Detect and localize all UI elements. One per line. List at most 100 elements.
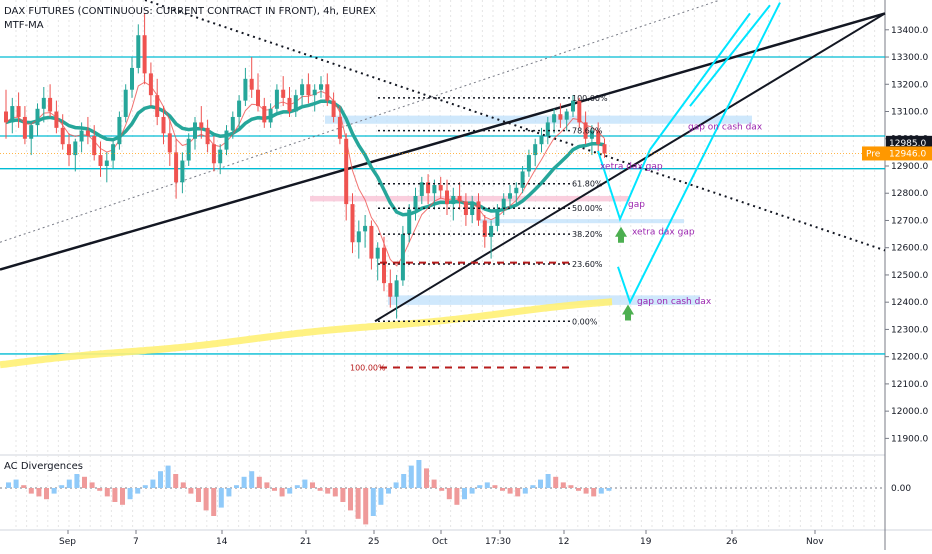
y-tick-label: 12200.0 <box>891 353 928 363</box>
fib-level-label: 78.60% <box>572 127 603 136</box>
oscillator-bar <box>431 479 437 488</box>
candle-body <box>382 247 386 284</box>
oscillator-bar <box>424 468 429 488</box>
oscillator-bar <box>82 476 87 488</box>
oscillator-bar <box>576 488 581 491</box>
y-tick-label: 12100.0 <box>891 380 928 390</box>
oscillator-bar <box>21 485 27 488</box>
oscillator-bar <box>234 485 239 488</box>
x-tick-label: 19 <box>640 537 652 547</box>
gap-zone <box>325 115 752 124</box>
oscillator-label[interactable]: AC Divergences <box>4 461 84 472</box>
candle-body <box>274 89 279 109</box>
oscillator-bar <box>591 488 597 497</box>
oscillator-bar <box>13 479 19 488</box>
candle-body <box>268 108 273 123</box>
candle-body <box>583 122 588 139</box>
indicator-label[interactable]: MTF-MA <box>4 20 44 31</box>
y-tick-label: 12700.0 <box>891 216 928 226</box>
candle-body <box>476 201 481 221</box>
x-tick-label: 26 <box>726 537 738 547</box>
pre-badge-label: Pre <box>866 149 881 159</box>
candle-body <box>350 204 355 243</box>
candle-body <box>92 136 97 156</box>
fib-level-label: 61.80% <box>572 180 603 189</box>
candle-body <box>98 155 103 166</box>
oscillator-bar <box>545 474 551 488</box>
red-fib-label: 100.00% <box>350 364 386 373</box>
y-tick-label: 13300.0 <box>891 53 928 63</box>
price-label: 12946.0 <box>889 149 926 159</box>
oscillator-bar <box>568 485 574 488</box>
candle-body <box>29 125 34 139</box>
y-tick-label: 12600.0 <box>891 244 928 254</box>
oscillator-bar <box>6 482 11 488</box>
y-tick-label: 12900.0 <box>891 162 928 172</box>
oscillator-bar <box>51 488 57 494</box>
oscillator-bar <box>538 479 543 488</box>
candle-body <box>457 195 462 202</box>
oscillator-bar <box>135 488 141 494</box>
x-tick-label: 14 <box>216 537 228 547</box>
y-tick-label: 12300.0 <box>891 325 928 335</box>
x-tick-label: Oct <box>432 537 448 547</box>
candle-body <box>407 209 412 235</box>
candle-body <box>319 84 323 90</box>
oscillator-bar <box>59 485 65 488</box>
oscillator-bar <box>74 474 80 488</box>
oscillator-bar <box>218 488 224 508</box>
candle-body <box>539 136 544 145</box>
candle-body <box>508 193 512 199</box>
oscillator-bar <box>249 471 255 488</box>
candle-body <box>293 95 298 112</box>
oscillator-bar <box>302 479 308 488</box>
candle-body <box>256 89 260 107</box>
gap-annotation: xetra dax gap <box>600 162 663 172</box>
candle-body <box>104 160 109 166</box>
oscillator-bar <box>355 488 361 519</box>
candle-body <box>388 283 393 297</box>
candle-body <box>375 247 380 259</box>
oscillator-bar <box>188 488 194 494</box>
candle-body <box>589 130 594 139</box>
candle-body <box>331 100 336 117</box>
candle-body <box>312 89 317 96</box>
x-tick-label: Sep <box>59 537 76 547</box>
gap-annotation: gap <box>628 200 645 210</box>
candle-body <box>148 73 153 96</box>
candle-body <box>432 185 437 194</box>
candle-body <box>262 106 267 123</box>
candle-body <box>463 201 468 216</box>
oscillator-bar <box>348 488 353 511</box>
oscillator-bar <box>363 488 369 525</box>
oscillator-bar <box>196 488 201 502</box>
y-tick-label: 12400.0 <box>891 298 928 308</box>
dotted-channel-line <box>0 0 721 243</box>
candle-body <box>186 138 191 161</box>
candle-body <box>602 144 607 154</box>
red-ma-line <box>5 81 605 267</box>
oscillator-bar <box>44 488 49 500</box>
oscillator-bar <box>386 488 391 494</box>
candle-body <box>451 195 456 205</box>
gap-zone <box>480 219 684 224</box>
oscillator-bar <box>226 488 232 497</box>
candle-body <box>356 231 361 243</box>
oscillator-bar <box>279 488 285 497</box>
candle-body <box>489 225 494 237</box>
candle-body <box>111 144 116 161</box>
candle-body <box>54 111 59 128</box>
candle-body <box>482 220 487 237</box>
candle-body <box>117 116 122 145</box>
candle-body <box>552 114 557 123</box>
oscillator-bar <box>142 485 148 488</box>
y-tick-label: 13200.0 <box>891 80 928 90</box>
oscillator-bar <box>370 488 376 516</box>
candle-body <box>48 97 53 112</box>
oscillator-bar <box>127 488 133 500</box>
candle-body <box>249 78 254 90</box>
candle-body <box>218 149 223 164</box>
oscillator-zero-label: 0.00 <box>891 484 911 494</box>
candle-body <box>577 100 582 123</box>
